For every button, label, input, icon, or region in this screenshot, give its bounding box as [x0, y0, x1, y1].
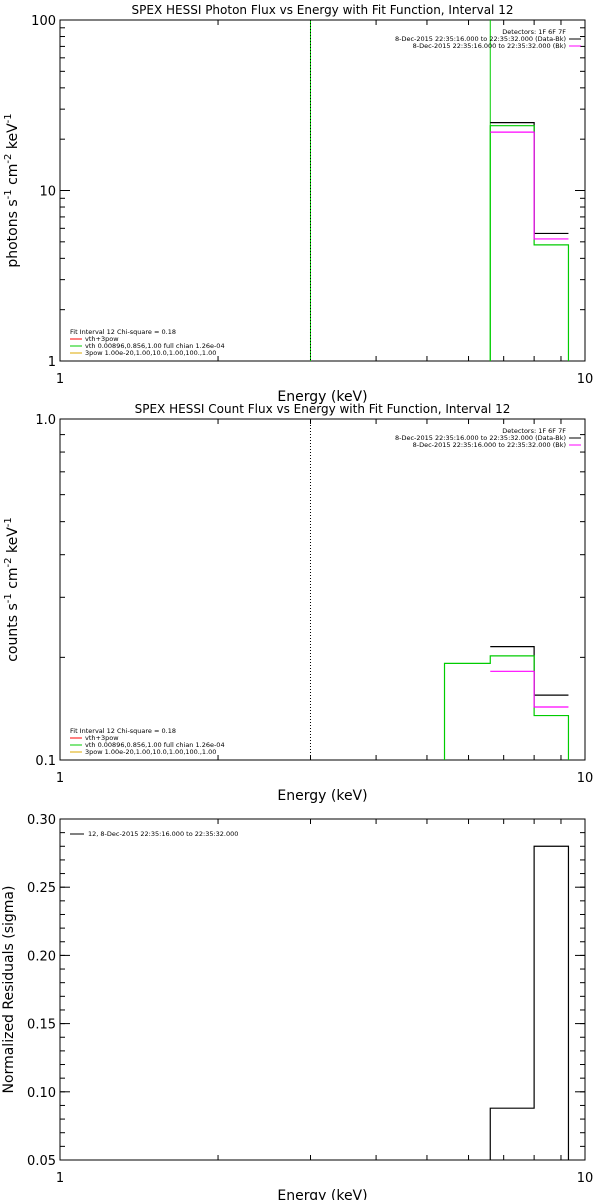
y-axis-label-part: photons s [5, 199, 21, 267]
legend-entry: Detectors: 1F 6F 7F [502, 427, 566, 435]
y-axis-label-exponent: -2 [3, 154, 14, 164]
x-tick-label: 1 [56, 372, 64, 387]
series-3-step-line [490, 670, 569, 708]
x-axis-label: Energy (keV) [277, 389, 367, 405]
y-tick-label: 0.20 [27, 949, 56, 964]
legend-entry: 12, 8-Dec-2015 22:35:16.000 to 22:35:32.… [88, 830, 238, 838]
y-axis-label-part: keV [5, 527, 21, 558]
series-2-step-line [489, 125, 570, 361]
y-axis-label-exponent: -1 [3, 593, 14, 603]
legend-entry: 3pow 1.00e-20,1.00,10.0,1.00,100.,1.00 [85, 349, 216, 357]
y-tick-label: 0.1 [35, 754, 56, 769]
y-tick-label: 10 [39, 185, 56, 200]
y-tick-label: 1.0 [35, 413, 56, 428]
plot-panel-2: SPEX HESSI Count Flux vs Energy with Fit… [3, 402, 593, 804]
plot-frame [59, 19, 586, 362]
plot-frame [59, 418, 586, 761]
legend-entry: vth+3pow [85, 734, 119, 742]
y-axis-label-exponent: -1 [3, 113, 14, 123]
series-2-step-line [443, 655, 570, 760]
y-axis-label-exponent: -2 [3, 557, 14, 567]
y-axis-label: photons s-1 cm-2 keV-1 [3, 113, 21, 267]
x-axis-label: Energy (keV) [277, 1188, 367, 1200]
legend-entry: 3pow 1.00e-20,1.00,10.0,1.00,100.,1.00 [85, 748, 216, 756]
y-axis-label-part: cm [5, 164, 21, 190]
series-1-step-line [490, 122, 569, 235]
plot-panel-3: 1 10 0.05 0.10 0.15 0.20 0.25 0.30 Energy (keV) N… [1, 813, 593, 1200]
x-tick-label: 10 [577, 1171, 594, 1186]
legend-entry: 8-Dec-2015 22:35:16.000 to 22:35:32.000 … [395, 434, 566, 442]
y-tick-label: 1 [48, 355, 56, 370]
plot-frame [59, 818, 586, 1161]
y-axis-label-exponent: -1 [3, 517, 14, 527]
y-tick-label: 0.25 [27, 881, 56, 896]
legend-entry: 8-Dec-2015 22:35:16.000 to 22:35:32.000 … [413, 42, 566, 50]
legend-entry: vth 0.00896,0.856,1.00 full chian 1.26e-… [85, 342, 225, 350]
legend-entry: Fit Interval 12 Chi-square = 0.18 [70, 328, 176, 336]
legend-entry: vth 0.00896,0.856,1.00 full chian 1.26e-… [85, 741, 225, 749]
x-tick-label: 1 [56, 771, 64, 786]
x-axis-label: Energy (keV) [277, 788, 367, 804]
y-tick-label: 0.15 [27, 1018, 56, 1033]
legend-entry: vth+3pow [85, 335, 119, 343]
y-tick-label: 0.10 [27, 1086, 56, 1101]
y-axis-label-exponent: -1 [3, 189, 14, 199]
y-axis-label: counts s-1 cm-2 keV-1 [3, 517, 21, 662]
y-axis-label-part: Normalized Residuals (sigma) [1, 886, 17, 1094]
legend-entry: 8-Dec-2015 22:35:16.000 to 22:35:32.000 … [413, 441, 566, 449]
legend-entry: Fit Interval 12 Chi-square = 0.18 [70, 727, 176, 735]
y-tick-label: 0.30 [27, 813, 56, 828]
x-tick-label: 1 [56, 1171, 64, 1186]
y-axis-label-part: keV [5, 123, 21, 154]
y-axis-label-part: counts s [5, 603, 21, 662]
x-tick-label: 10 [577, 771, 594, 786]
series-1-step-line [489, 845, 570, 1160]
y-tick-label: 0.05 [27, 1154, 56, 1169]
legend-entry: 8-Dec-2015 22:35:16.000 to 22:35:32.000 … [395, 35, 566, 43]
legend-entry: Detectors: 1F 6F 7F [502, 28, 566, 36]
series-3-step-line [490, 131, 569, 240]
y-tick-label: 100 [31, 14, 56, 29]
plot-title: SPEX HESSI Photon Flux vs Energy with Fi… [132, 3, 514, 17]
y-axis-label: Normalized Residuals (sigma) [1, 886, 17, 1094]
x-tick-label: 10 [577, 372, 594, 387]
plot-panel-1: SPEX HESSI Photon Flux vs Energy with Fi… [3, 3, 593, 405]
plot-title: SPEX HESSI Count Flux vs Energy with Fit… [135, 402, 511, 416]
y-axis-label-part: cm [5, 567, 21, 593]
